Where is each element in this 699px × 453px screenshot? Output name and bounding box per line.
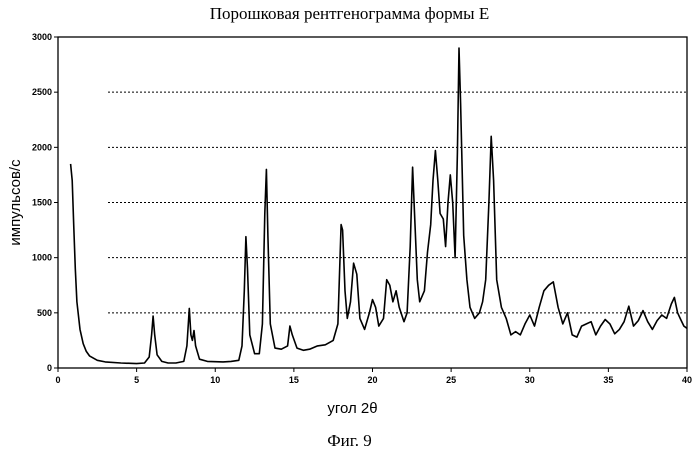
y-tick-label: 2500 <box>32 87 52 97</box>
grid-lines <box>108 91 687 314</box>
x-tick-label: 15 <box>289 375 299 385</box>
y-axis-label: импульсов/с <box>7 159 24 246</box>
page-title: Порошковая рентгенограмма формы E <box>209 4 490 23</box>
figure-caption: Фиг. 9 <box>327 431 372 450</box>
y-tick-label: 1500 <box>32 198 52 208</box>
x-tick-label: 40 <box>682 375 692 385</box>
x-tick-label: 0 <box>55 375 60 385</box>
x-axis-label: угол 2θ <box>327 400 377 417</box>
x-tick-label: 10 <box>210 375 220 385</box>
y-tick-label: 1000 <box>32 253 52 263</box>
x-axis-ticks: 0 5 10 15 20 25 30 35 40 <box>55 368 692 385</box>
x-tick-label: 20 <box>367 375 377 385</box>
x-tick-label: 5 <box>134 375 139 385</box>
diffraction-pattern-line <box>69 47 688 365</box>
y-tick-label: 0 <box>47 363 52 373</box>
x-tick-label: 35 <box>603 375 613 385</box>
y-tick-label: 2000 <box>32 142 52 152</box>
x-tick-label: 25 <box>446 375 456 385</box>
y-tick-label: 500 <box>37 308 52 318</box>
y-axis-ticks: 0 500 1000 1500 2000 2500 3000 <box>32 32 58 373</box>
x-tick-label: 30 <box>525 375 535 385</box>
y-tick-label: 3000 <box>32 32 52 42</box>
